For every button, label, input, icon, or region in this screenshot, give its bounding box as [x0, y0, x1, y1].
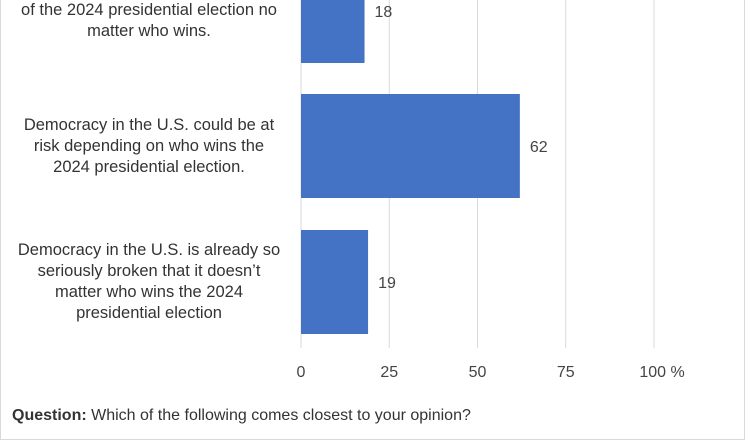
- category-label-line: presidential election: [76, 304, 222, 322]
- bar-0: [301, 0, 365, 63]
- question-caption: Question: Which of the following comes c…: [12, 407, 471, 425]
- data-label: 19: [378, 275, 396, 292]
- category-label: enough to withstand the outcomeof the 20…: [4, 0, 294, 42]
- category-label-line: seriously broken that it doesn’t: [37, 262, 261, 280]
- category-label-line: matter who wins.: [87, 22, 211, 40]
- x-tick-label: 25: [380, 364, 398, 381]
- category-label-line: of the 2024 presidential election no: [21, 1, 277, 19]
- bar-2: [301, 230, 369, 334]
- category-label: Democracy in the U.S. is already so serio…: [4, 240, 294, 324]
- category-label: Democracy in the U.S. could be at risk de…: [4, 115, 294, 178]
- bar-1: [301, 94, 520, 198]
- category-label-line: Democracy in the U.S. could be at: [23, 115, 275, 134]
- question-text: Which of the following comes closest to …: [86, 407, 471, 424]
- category-label-line: risk depending on who wins the: [33, 136, 265, 155]
- x-tick-label: 100 %: [639, 364, 684, 381]
- question-label: Question:: [12, 407, 87, 424]
- category-label-line: 2024 presidential election.: [53, 157, 245, 176]
- data-label: 18: [375, 4, 393, 21]
- category-label-line: Democracy in the U.S. is already so: [17, 241, 281, 259]
- x-tick-label: 75: [557, 364, 575, 381]
- data-label: 62: [530, 139, 548, 156]
- x-tick-label: 0: [297, 364, 306, 381]
- bar-chart: 0 25 50 75 100 % 18 62 19: [297, 0, 685, 381]
- x-tick-label: 50: [469, 364, 487, 381]
- category-label-line: matter who wins the 2024: [54, 283, 244, 301]
